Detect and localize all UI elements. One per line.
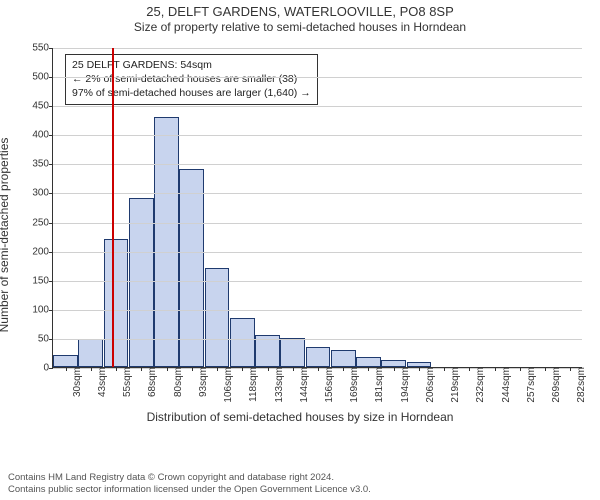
info-line-1: 25 DELFT GARDENS: 54sqm [72, 58, 311, 72]
x-tickmark [419, 367, 420, 371]
bar [280, 338, 305, 367]
x-tickmark [444, 367, 445, 371]
gridline [53, 164, 582, 165]
bar [104, 239, 129, 367]
y-axis-label: Number of semi-detached properties [0, 138, 11, 333]
x-tick-label: 133sqm [272, 367, 285, 403]
info-line-3: 97% of semi-detached houses are larger (… [72, 86, 311, 100]
y-tickmark [49, 164, 53, 165]
bar [78, 339, 103, 367]
bar [154, 117, 179, 367]
footer-line-2: Contains public sector information licen… [8, 484, 592, 496]
x-tickmark [167, 367, 168, 371]
y-tickmark [49, 368, 53, 369]
y-tickmark [49, 223, 53, 224]
title-sub: Size of property relative to semi-detach… [0, 19, 600, 34]
x-tickmark [394, 367, 395, 371]
info-box: 25 DELFT GARDENS: 54sqm ← 2% of semi-det… [65, 54, 318, 105]
gridline [53, 48, 582, 49]
y-tickmark [49, 252, 53, 253]
x-tickmark [66, 367, 67, 371]
x-tickmark [469, 367, 470, 371]
x-axis-label: Distribution of semi-detached houses by … [0, 410, 600, 424]
x-tick-label: 244sqm [499, 367, 512, 403]
x-tickmark [545, 367, 546, 371]
gridline [53, 135, 582, 136]
x-tickmark [293, 367, 294, 371]
bar [230, 318, 255, 367]
bar [53, 355, 78, 367]
x-tick-label: 68sqm [145, 367, 158, 397]
x-tick-label: 80sqm [171, 367, 184, 397]
x-tick-label: 181sqm [372, 367, 385, 403]
x-tickmark [192, 367, 193, 371]
x-tickmark [495, 367, 496, 371]
gridline [53, 223, 582, 224]
bar [129, 198, 154, 367]
x-tickmark [368, 367, 369, 371]
x-tickmark [116, 367, 117, 371]
marker-line [112, 48, 114, 367]
y-tickmark [49, 193, 53, 194]
x-tickmark [268, 367, 269, 371]
gridline [53, 106, 582, 107]
x-tickmark [242, 367, 243, 371]
x-tick-label: 257sqm [524, 367, 537, 403]
x-tickmark [520, 367, 521, 371]
bar [356, 357, 381, 367]
y-tickmark [49, 77, 53, 78]
y-tickmark [49, 339, 53, 340]
x-tickmark [217, 367, 218, 371]
bar [331, 350, 356, 367]
y-tickmark [49, 48, 53, 49]
bar [205, 268, 230, 367]
y-tickmark [49, 135, 53, 136]
footer-line-1: Contains HM Land Registry data © Crown c… [8, 472, 592, 484]
y-tickmark [49, 281, 53, 282]
x-tick-label: 30sqm [70, 367, 83, 397]
gridline [53, 77, 582, 78]
bar [179, 169, 204, 367]
x-tick-label: 106sqm [221, 367, 234, 403]
x-tick-label: 93sqm [196, 367, 209, 397]
x-tick-label: 269sqm [549, 367, 562, 403]
x-tickmark [91, 367, 92, 371]
bar [306, 347, 331, 367]
bar [381, 360, 406, 367]
gridline [53, 281, 582, 282]
x-tick-label: 206sqm [423, 367, 436, 403]
gridline [53, 310, 582, 311]
x-tick-label: 219sqm [448, 367, 461, 403]
x-tickmark [141, 367, 142, 371]
x-tickmark [318, 367, 319, 371]
title-main: 25, DELFT GARDENS, WATERLOOVILLE, PO8 8S… [0, 0, 600, 19]
x-tickmark [343, 367, 344, 371]
y-tickmark [49, 310, 53, 311]
info-line-2: ← 2% of semi-detached houses are smaller… [72, 72, 311, 86]
chart-area: Number of semi-detached properties 25 DE… [0, 40, 600, 430]
plot-region: 25 DELFT GARDENS: 54sqm ← 2% of semi-det… [52, 48, 582, 368]
gridline [53, 252, 582, 253]
y-tickmark [49, 106, 53, 107]
x-tick-label: 156sqm [322, 367, 335, 403]
x-tick-label: 194sqm [398, 367, 411, 403]
x-tick-label: 169sqm [347, 367, 360, 403]
x-tick-label: 118sqm [246, 367, 259, 402]
gridline [53, 339, 582, 340]
x-tick-label: 43sqm [95, 367, 108, 397]
x-tick-label: 232sqm [473, 367, 486, 403]
x-tick-label: 282sqm [574, 367, 587, 403]
x-tickmark [570, 367, 571, 371]
x-tick-label: 144sqm [297, 367, 310, 403]
footer-attribution: Contains HM Land Registry data © Crown c… [8, 472, 592, 496]
x-tick-label: 55sqm [120, 367, 133, 397]
gridline [53, 193, 582, 194]
